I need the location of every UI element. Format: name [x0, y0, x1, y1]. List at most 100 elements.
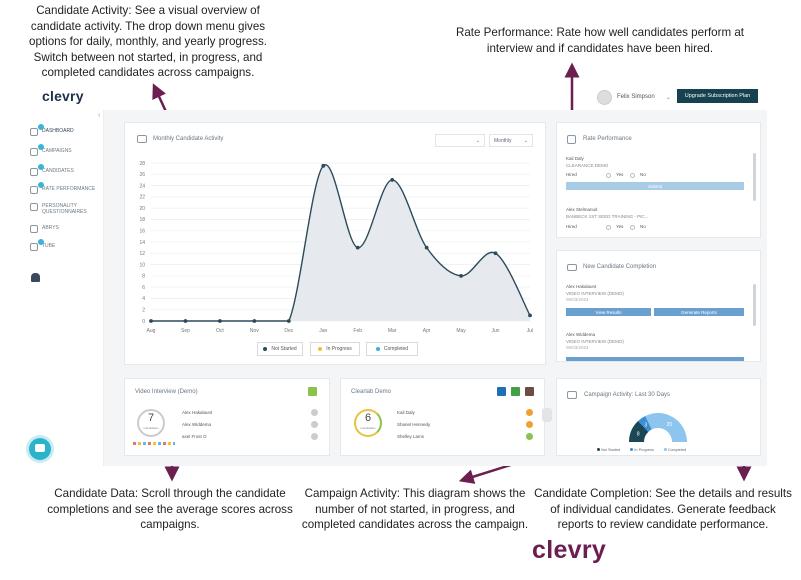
legend-in-progress[interactable]: In Progress: [310, 342, 360, 356]
candidate-name: Shariel Hennedy: [397, 422, 431, 427]
sidebar-item-personality[interactable]: PERSONALITY QUESTIONNAIRES: [30, 203, 96, 215]
y-tick-label: 4: [142, 296, 145, 302]
notification-dot: [38, 182, 44, 188]
candidate-count: 6: [364, 412, 372, 424]
y-tick-label: 26: [139, 172, 145, 178]
clevry-logo-top: clevry: [42, 88, 84, 104]
submit-rating-button[interactable]: Submit: [566, 182, 744, 190]
count-caption: Candidates: [143, 426, 159, 430]
annotation-line: candidate activity. The drop down menu g…: [30, 19, 266, 33]
no-label: No: [640, 172, 646, 177]
candidate-name: Kail Daly: [566, 156, 584, 161]
sidebar-collapse-icon[interactable]: ‹: [98, 112, 101, 119]
user-name: Felix Simpson: [617, 94, 655, 100]
y-tick-label: 18: [139, 217, 145, 223]
chat-button[interactable]: [29, 438, 51, 460]
period-select[interactable]: Monthly ⌄: [489, 134, 533, 147]
annotation-rate-performance: Rate Performance: Rate how well candidat…: [445, 25, 755, 56]
yes-label: Yes: [616, 224, 624, 229]
legend-dot: [318, 347, 323, 351]
campaign-name: VIDEO INTERVIEW (DEMO): [566, 339, 624, 344]
x-tick-label: May: [456, 328, 466, 334]
x-tick-label: Dec: [284, 328, 293, 334]
next-buttons-strip[interactable]: [566, 357, 744, 361]
sidebar-item-abrys[interactable]: ABRYS: [30, 225, 59, 233]
annotation-line: Campaign Activity: This diagram shows th…: [304, 487, 526, 500]
x-tick-label: Jun: [492, 328, 500, 334]
x-tick-label: Apr: [423, 328, 431, 334]
monthly-activity-card: Monthly Candidate Activity ⌄ Monthly ⌄ 0…: [124, 122, 546, 365]
gauge-value-label: 8: [637, 432, 640, 438]
generate-reports-button[interactable]: Generate Reports: [654, 308, 744, 316]
notification-dot: [38, 144, 44, 150]
annotation-candidate-completion: Candidate Completion: See the details an…: [528, 486, 798, 533]
sidebar-item-rate-performance[interactable]: RATE PERFORMANCE: [30, 182, 96, 194]
legend-completed[interactable]: Completed: [366, 342, 418, 356]
campaigns-icon: [30, 144, 44, 156]
hired-no-radio[interactable]: [630, 225, 635, 230]
hired-yes-radio[interactable]: [606, 225, 611, 230]
legend-label: Completed: [383, 346, 409, 352]
carousel-next-button[interactable]: [542, 408, 552, 422]
sidebar-item-campaigns[interactable]: CAMPAIGNS: [30, 144, 72, 156]
candidate-name: Alex Hakalaunt: [566, 284, 597, 289]
campaign-name: CLEARANCE DEMO: [566, 163, 609, 168]
data-point: [390, 178, 395, 182]
scrollbar[interactable]: [753, 153, 756, 201]
legend-not-started[interactable]: Not Started: [257, 342, 303, 356]
campaign-name: BANBECK 1ST SEED TRAINING - PIC...: [566, 214, 649, 219]
candidate-name: axel Frost O: [182, 434, 207, 439]
period-select-value: Monthly: [494, 137, 512, 144]
scrollbar[interactable]: [753, 284, 756, 326]
notification-dot: [38, 239, 44, 245]
annotation-candidate-data: Candidate Data: Scroll through the candi…: [40, 486, 300, 533]
data-point: [183, 319, 188, 323]
user-menu[interactable]: Felix Simpson ⌄: [597, 88, 675, 106]
dashboard-icon: [30, 124, 44, 136]
sidebar-item-label: PERSONALITY QUESTIONNAIRES: [42, 203, 87, 215]
campaign-select[interactable]: ⌄: [435, 134, 485, 147]
view-results-button[interactable]: View Results: [566, 308, 651, 316]
y-tick-label: 14: [139, 240, 145, 246]
data-point: [286, 319, 291, 323]
sidebar-item-dashboard[interactable]: DASHBOARD: [30, 124, 74, 136]
progress-dots: [133, 442, 175, 445]
rate-performance-card: Rate Performance Kail Daly CLEARANCE DEM…: [556, 122, 761, 238]
gauge-segment: [645, 413, 687, 442]
hired-yes-radio[interactable]: [606, 173, 611, 178]
button-label: Generate Reports: [681, 309, 717, 315]
campaign-status-icon[interactable]: [497, 387, 506, 396]
legend-completed: Completed: [663, 448, 686, 452]
y-tick-label: 12: [139, 251, 145, 257]
campaign-activity-card: Campaign Activity: Last 30 Days 8 3 20 Not…: [556, 378, 761, 456]
questionnaire-icon: [30, 203, 38, 211]
sidebar-item-label: CAMPAIGNS: [42, 148, 72, 154]
logo-text: clevry: [42, 88, 84, 104]
bell-icon[interactable]: [31, 273, 40, 282]
card-title: Monthly Candidate Activity: [153, 136, 224, 142]
video-interview-card: Video Interview (Demo) 7 Candidates Alex…: [124, 378, 330, 456]
legend-label: Not Started: [271, 346, 297, 352]
annotation-line: campaigns.: [140, 518, 200, 531]
candidate-name: Kail Daly: [397, 410, 415, 415]
campaign-status-icon[interactable]: [525, 387, 534, 396]
hired-no-radio[interactable]: [630, 173, 635, 178]
sidebar-item-label: RATE PERFORMANCE: [42, 186, 96, 192]
upgrade-subscription-button[interactable]: Upgrade Subscription Plan: [677, 89, 758, 103]
campaign-status-icon[interactable]: [308, 387, 317, 396]
sidebar-item-candidates[interactable]: CANDIDATES: [30, 164, 74, 176]
submit-label: Submit: [647, 183, 662, 189]
x-tick-label: Oct: [216, 328, 224, 334]
annotation-line: number of not started, in progress, and: [315, 502, 515, 516]
gauge-value-label: 3: [644, 422, 647, 428]
count-caption: Candidates: [360, 426, 376, 430]
x-tick-label: Feb: [353, 328, 362, 334]
campaign-status-icon[interactable]: [511, 387, 520, 396]
legend-label: In Progress: [634, 448, 654, 452]
candidates-icon: [30, 164, 44, 176]
sidebar-item-tube[interactable]: TUBE: [30, 239, 55, 251]
button-label: View Results: [595, 309, 622, 315]
completion-date: 05/03/2024: [566, 297, 589, 302]
sidebar: [22, 110, 104, 466]
